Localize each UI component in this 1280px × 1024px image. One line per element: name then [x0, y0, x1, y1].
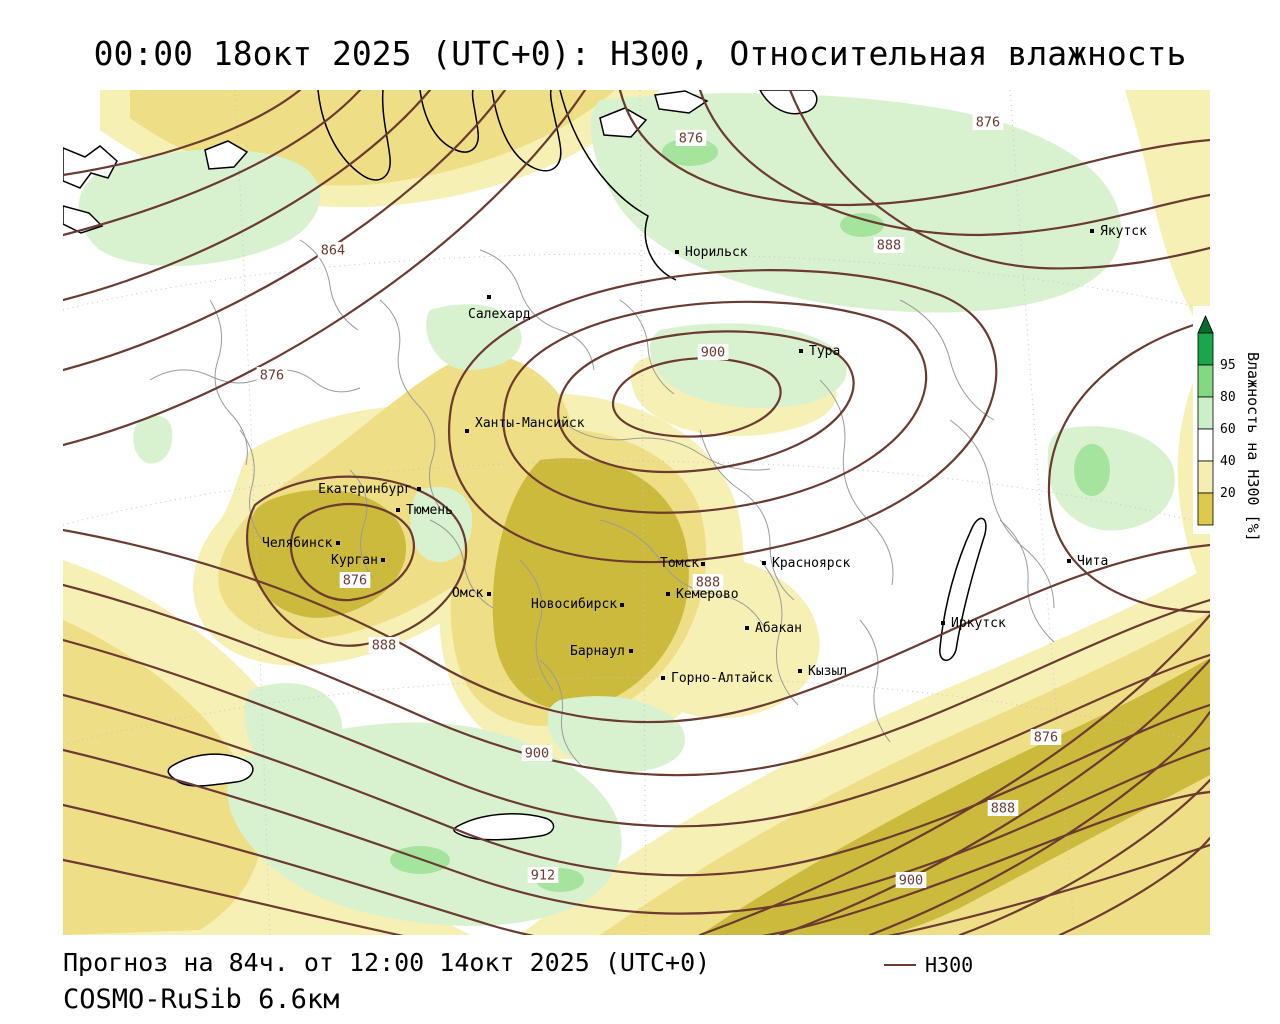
coastline-layer: [63, 90, 987, 841]
contour-line-sample: [884, 964, 916, 966]
legend: H300: [884, 953, 973, 977]
city-dot: [465, 429, 469, 433]
contour-label: 864: [321, 243, 345, 259]
contour-label: 888: [991, 801, 1015, 817]
contour-label-bg: [895, 872, 927, 888]
city-label: Барнаул: [570, 644, 625, 659]
contour-label: 912: [531, 868, 555, 884]
colorbar-segment: [1197, 460, 1214, 494]
contours-layer: [63, 90, 1210, 935]
city-dot: [336, 541, 340, 545]
contour-label-bg: [675, 130, 707, 146]
city-dot: [1067, 559, 1071, 563]
city-dot: [941, 621, 945, 625]
contour-label-bg: [697, 344, 729, 360]
city-dot: [675, 250, 679, 254]
fills-mid-green: [390, 138, 1110, 892]
city-dot: [666, 592, 670, 596]
contour-label: 900: [525, 746, 549, 762]
city-dot: [487, 295, 491, 299]
colorbar: 95 80 60 40 20: [1193, 306, 1237, 534]
contour-label-bg: [1030, 729, 1062, 745]
contour-label: 900: [899, 873, 923, 889]
city-label: Кызыл: [808, 664, 847, 679]
colorbar-tick-label: 40: [1220, 454, 1236, 469]
city-dot: [629, 649, 633, 653]
contour-label-bg: [987, 800, 1019, 816]
city-label: Челябинск: [262, 536, 333, 551]
city-label: Якутск: [1100, 224, 1147, 239]
city-label: Омск: [452, 586, 483, 601]
colorbar-tick-label: 20: [1220, 486, 1236, 501]
city-label: Тюмень: [406, 503, 453, 518]
city-dot: [1090, 229, 1094, 233]
city-label: Иркутск: [951, 616, 1006, 631]
contour-label-bg: [527, 867, 559, 883]
contour-label-bg: [317, 242, 349, 258]
city-dot: [799, 349, 803, 353]
forecast-caption: Прогноз на 84ч. от 12:00 14окт 2025 (UTC…: [63, 948, 711, 977]
contour-label: 876: [1034, 730, 1058, 746]
legend-label: H300: [925, 953, 974, 977]
contour-label: 888: [696, 575, 720, 591]
city-label: Ханты-Мансийск: [475, 416, 585, 431]
colorbar-segment: [1197, 428, 1214, 462]
city-dot: [745, 626, 749, 630]
contour-label: 876: [343, 573, 367, 589]
city-dot: [417, 487, 421, 491]
city-label: Норильск: [685, 245, 748, 260]
contour-label: 876: [976, 115, 1000, 131]
city-dot: [661, 676, 665, 680]
city-label: Горно-Алтайск: [671, 671, 773, 686]
contour-label: 900: [701, 345, 725, 361]
region-borders-layer: [149, 239, 1055, 767]
contour-label-bg: [873, 237, 905, 253]
contour-label: 888: [372, 638, 396, 654]
cities-layer: Норильск Якутск Салехард Тура Ханты-Мансийск…: [262, 224, 1147, 686]
model-caption: COSMO-RuSib 6.6км: [63, 984, 340, 1015]
city-label: Томск: [660, 556, 699, 571]
colorbar-segment: [1197, 492, 1214, 526]
city-dot: [487, 592, 491, 596]
graticule-layer: [63, 90, 1210, 935]
city-label: Абакан: [755, 621, 802, 636]
colorbar-title: Влажность на H300 [%]: [1244, 352, 1262, 542]
colorbar-segment: [1197, 364, 1214, 398]
city-dot: [381, 558, 385, 562]
city-dot: [396, 508, 400, 512]
contour-label: 876: [260, 368, 284, 384]
contour-label-bg: [972, 114, 1004, 130]
contour-label-bg: [521, 745, 553, 761]
city-label: Новосибирск: [531, 597, 617, 612]
contour-label: 876: [679, 131, 703, 147]
fills-olive-yellow: [247, 458, 1210, 935]
city-dot: [620, 603, 624, 607]
contour-label-bg: [256, 367, 288, 383]
contour-label-bg: [692, 574, 724, 590]
city-dot: [762, 561, 766, 565]
city-label: Курган: [331, 553, 378, 568]
map-title: 00:00 18окт 2025 (UTC+0): H300, Относите…: [93, 34, 1187, 73]
city-label: Красноярск: [772, 556, 850, 571]
city-label: Кемерово: [676, 587, 739, 602]
city-dot: [701, 562, 705, 566]
contour-labels-layer: 876 876 864 888 876 900 876 888 888 876 888 900 912 9…: [256, 114, 1062, 889]
city-label: Чита: [1077, 554, 1108, 569]
contour-label-bg: [368, 637, 400, 653]
contour-label-bg: [339, 572, 371, 588]
colorbar-tick-label: 80: [1220, 390, 1236, 405]
city-dot: [798, 669, 802, 673]
colorbar-segment: [1197, 332, 1214, 366]
colorbar-tick-label: 60: [1220, 422, 1236, 437]
city-label: Салехард: [468, 307, 531, 322]
contour-label: 888: [877, 238, 901, 254]
colorbar-tick-label: 95: [1220, 358, 1236, 373]
city-label: Тура: [809, 344, 840, 359]
colorbar-segment: [1197, 396, 1214, 430]
city-label: Екатеринбург: [318, 482, 412, 497]
